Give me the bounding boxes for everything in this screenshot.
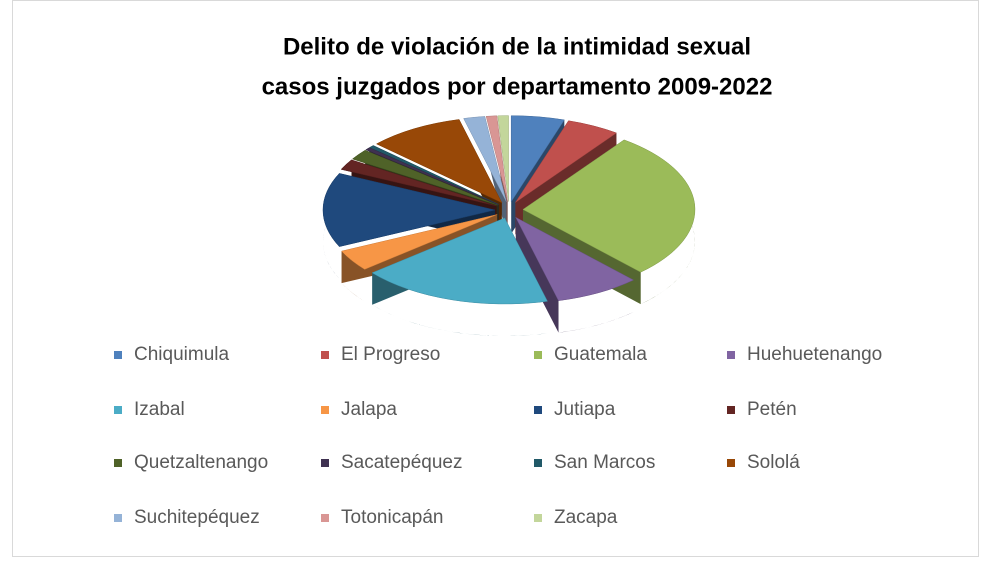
- legend-label: Guatemala: [554, 344, 647, 365]
- slice: [497, 115, 509, 202]
- legend-marker: [114, 406, 122, 414]
- legend-label: Sololá: [747, 452, 800, 473]
- slice: [369, 145, 499, 205]
- legend-marker: [321, 406, 329, 414]
- legend-marker: [534, 406, 542, 414]
- slice: [322, 173, 496, 247]
- legend-label: San Marcos: [554, 452, 655, 473]
- legend-marker: [534, 351, 542, 359]
- slice: [515, 216, 635, 301]
- legend-label: Jalapa: [341, 399, 397, 420]
- legend-marker: [114, 351, 122, 359]
- legend-marker: [114, 514, 122, 522]
- slice: [371, 217, 548, 305]
- slice: [510, 115, 565, 203]
- legend-marker: [727, 459, 735, 467]
- legend-marker: [727, 351, 735, 359]
- legend-label: Sacatepéquez: [341, 452, 463, 473]
- legend-label: Totonicapán: [341, 507, 443, 528]
- legend-label: Chiquimula: [134, 344, 229, 365]
- legend-marker: [534, 459, 542, 467]
- legend-marker: [321, 514, 329, 522]
- legend-label: Izabal: [134, 399, 185, 420]
- chart-title: Delito de violación de la intimidad sexu…: [283, 33, 751, 60]
- legend-label: Jutiapa: [554, 399, 616, 420]
- legend-label: Suchitepéquez: [134, 507, 260, 528]
- slice: [522, 139, 696, 273]
- legend-label: Petén: [747, 399, 797, 420]
- legend-label: El Progreso: [341, 344, 440, 365]
- legend-label: Quetzaltenango: [134, 452, 268, 473]
- legend-marker: [114, 459, 122, 467]
- slice: [375, 119, 503, 204]
- slice: [340, 159, 497, 207]
- slice: [341, 214, 498, 270]
- slice: [351, 149, 498, 206]
- legend-marker: [727, 406, 735, 414]
- legend-label: Zacapa: [554, 507, 618, 528]
- legend-marker: [534, 514, 542, 522]
- legend-marker: [321, 351, 329, 359]
- pie-tops: [322, 115, 696, 305]
- slice: [485, 115, 508, 202]
- slice: [365, 147, 499, 205]
- chart-title: casos juzgados por departamento 2009-202…: [262, 73, 773, 100]
- legend-label: Huehuetenango: [747, 344, 882, 365]
- legend-marker: [321, 459, 329, 467]
- slice: [515, 120, 617, 203]
- slice: [463, 116, 507, 202]
